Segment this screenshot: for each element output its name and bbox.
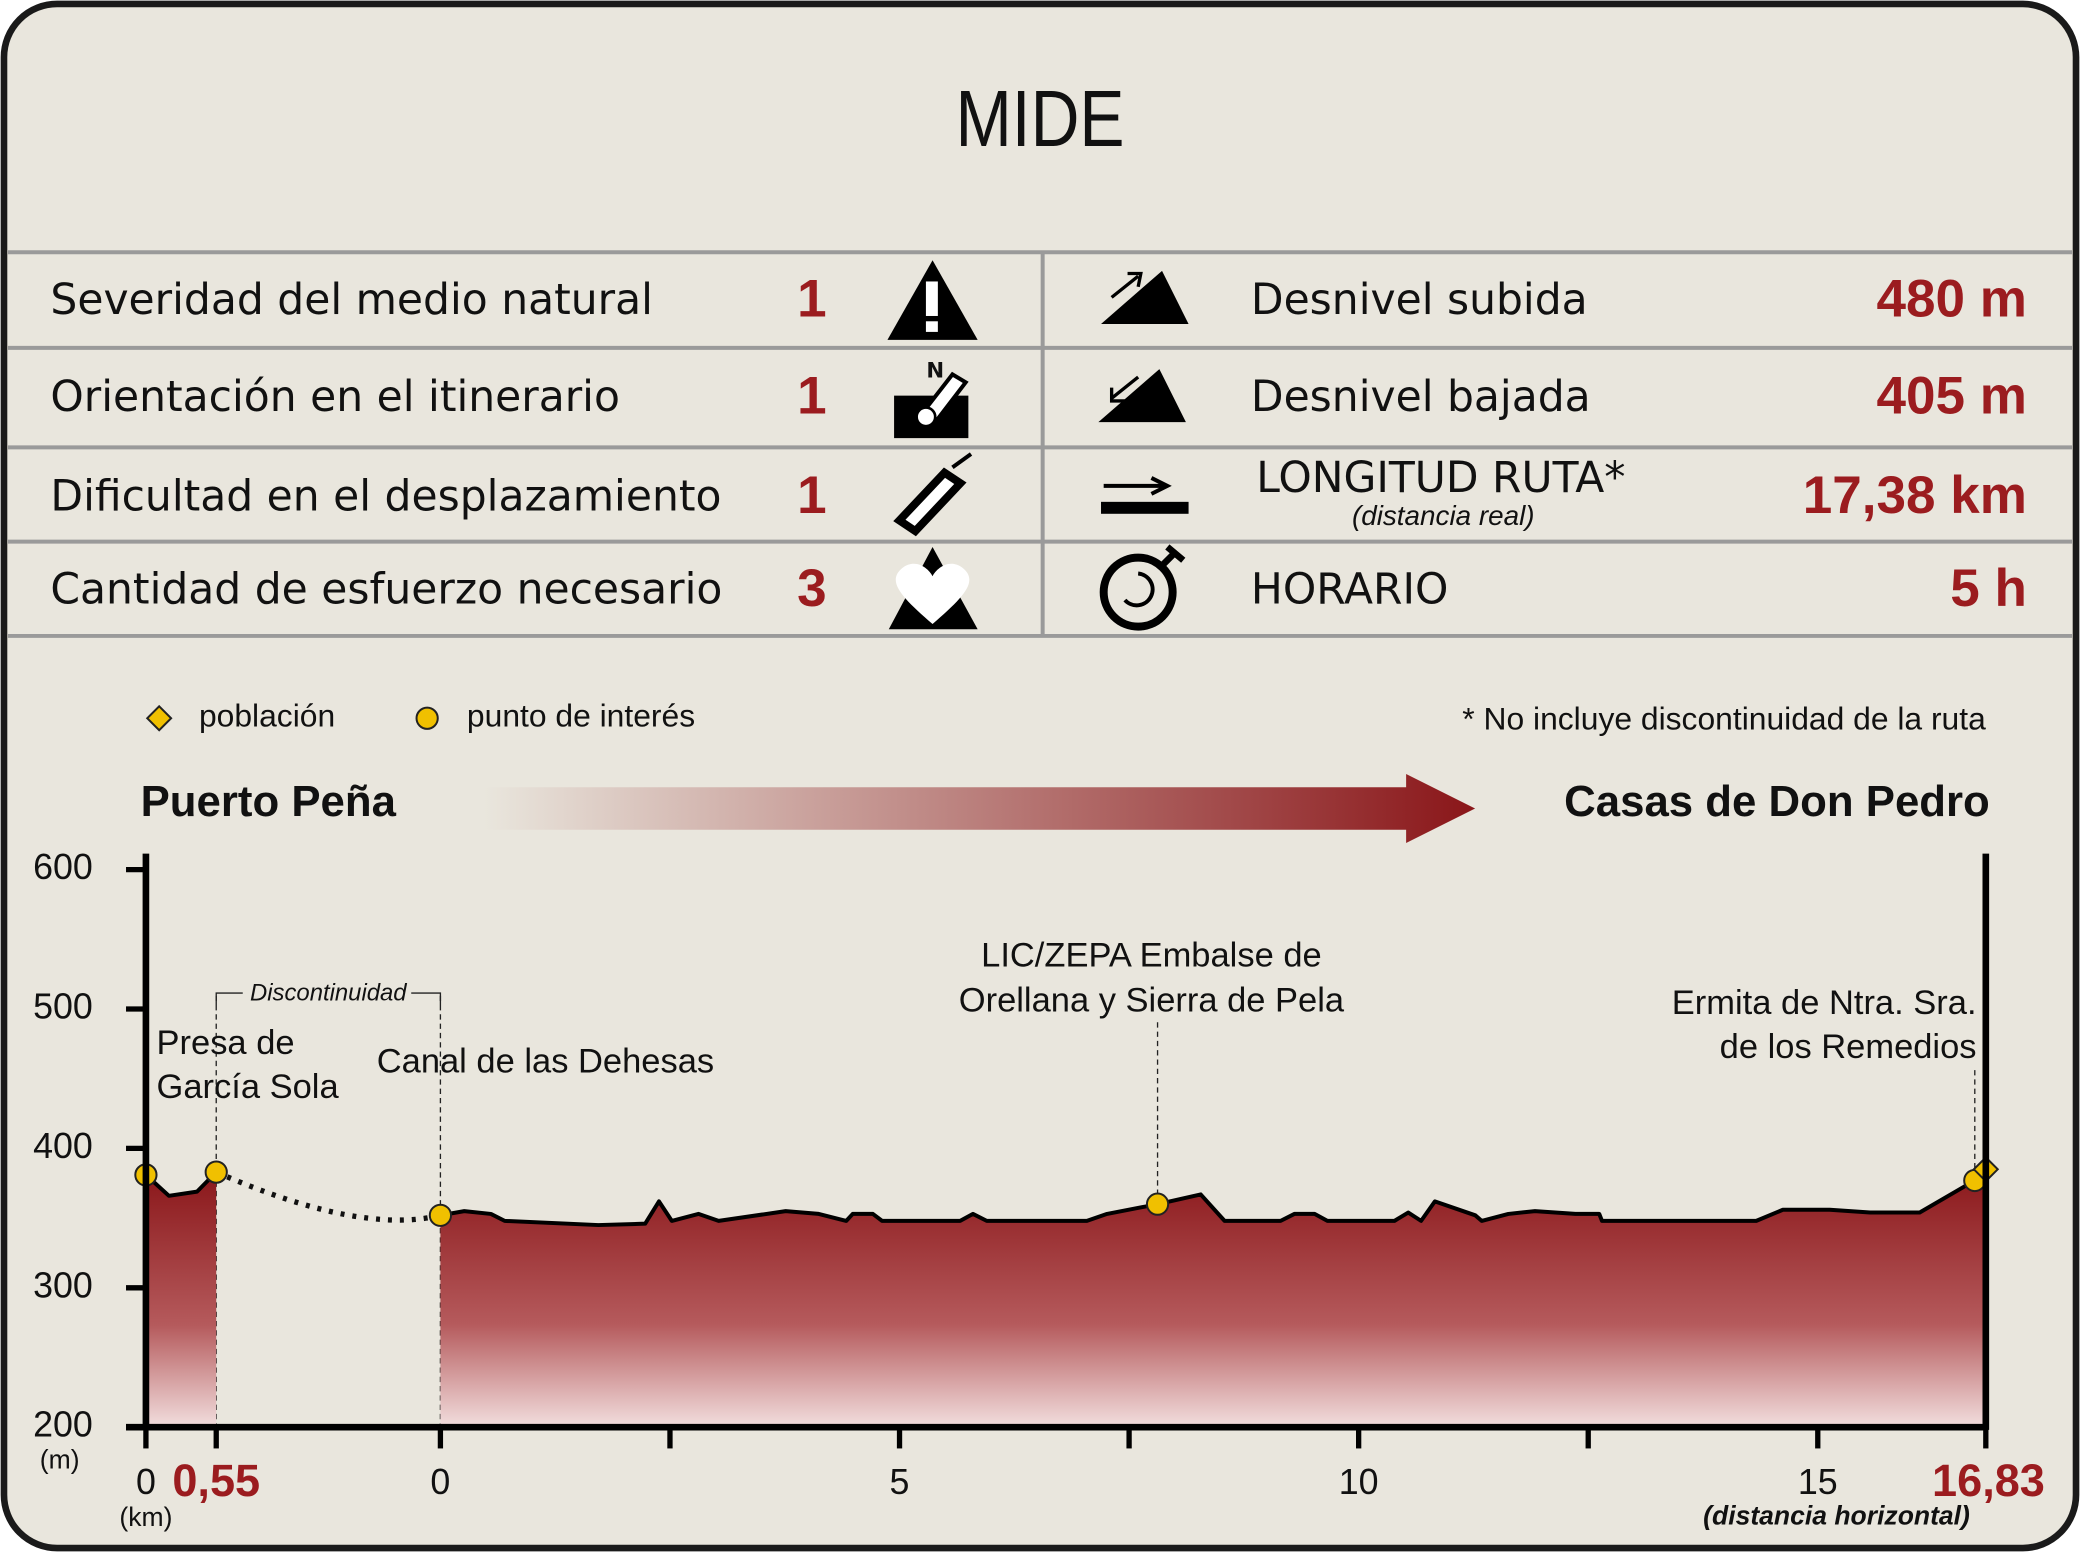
direction-arrow bbox=[484, 774, 1476, 844]
elevation-chart: Puerto Peña Casas de Don Pedro * No incl… bbox=[33, 698, 2045, 1532]
y-tick-label: 500 bbox=[33, 986, 93, 1026]
x-tick-label: 15 bbox=[1798, 1462, 1838, 1502]
legend-marker bbox=[415, 706, 439, 730]
legend-label: población bbox=[199, 698, 335, 734]
end-label: Casas de Don Pedro bbox=[1564, 777, 1990, 826]
point-label: Presa de bbox=[157, 1024, 295, 1062]
table: Severidad del medio natural 1 Orientación … bbox=[50, 270, 2027, 618]
point-marker bbox=[204, 1160, 228, 1184]
x-tick-label: 0 bbox=[430, 1462, 450, 1502]
elevation-line bbox=[144, 1170, 218, 1198]
route-label: Desnivel bajada bbox=[1251, 373, 1591, 422]
point-label: Orellana y Sierra de Pela bbox=[959, 981, 1345, 1019]
x-unit: (km) bbox=[119, 1502, 172, 1532]
point-label: LIC/ZEPA Embalse de bbox=[981, 936, 1322, 974]
route-label: Desnivel subida bbox=[1251, 276, 1588, 325]
y-tick-label: 600 bbox=[33, 847, 93, 887]
criterion-value: 1 bbox=[797, 367, 827, 426]
point-label: Canal de las Dehesas bbox=[377, 1043, 714, 1081]
route-label: LONGITUD RUTA* bbox=[1256, 454, 1625, 503]
criterion-label: Orientación en el itinerario bbox=[50, 373, 620, 422]
x-tick-label: 16,83 bbox=[1932, 1455, 2045, 1506]
icons: N bbox=[887, 260, 1189, 631]
x-tick-label: 0 bbox=[136, 1462, 156, 1502]
criterion-value: 1 bbox=[797, 270, 827, 329]
x-note: (distancia horizontal) bbox=[1703, 1500, 1970, 1530]
route-label: HORARIO bbox=[1251, 566, 1449, 615]
legend-marker bbox=[145, 704, 173, 732]
criterion-label: Dificultad en el desplazamiento bbox=[50, 473, 721, 522]
note: * No incluye discontinuidad de la ruta bbox=[1462, 700, 1986, 736]
route-value: 5 h bbox=[1950, 559, 2027, 618]
criterion-value: 1 bbox=[797, 466, 827, 525]
start-label: Puerto Peña bbox=[141, 777, 397, 826]
criterion-label: Cantidad de esfuerzo necesario bbox=[50, 566, 722, 615]
route-value: 17,38 km bbox=[1803, 466, 2027, 525]
point-marker bbox=[1145, 1192, 1170, 1216]
elevation-line bbox=[440, 1167, 1988, 1228]
legend-label: punto de interés bbox=[467, 698, 695, 734]
x-tick-label: 0,55 bbox=[172, 1455, 260, 1506]
point-label: García Sola bbox=[157, 1068, 340, 1106]
y-tick-label: 400 bbox=[33, 1126, 93, 1166]
discontinuity-label: Discontinuidad bbox=[250, 980, 407, 1007]
criterion-label: Severidad del medio natural bbox=[50, 276, 653, 325]
route-value: 480 m bbox=[1876, 270, 2026, 329]
x-tick-label: 5 bbox=[890, 1462, 910, 1502]
y-unit: (m) bbox=[40, 1445, 80, 1475]
title: MIDE bbox=[955, 74, 1124, 163]
y-tick-label: 300 bbox=[33, 1265, 93, 1305]
route-value: 405 m bbox=[1876, 367, 2026, 426]
elevation-area bbox=[145, 1172, 217, 1428]
discontinuity-line bbox=[215, 1169, 442, 1223]
y-tick-label: 200 bbox=[33, 1405, 93, 1445]
discontinuity-bracket bbox=[215, 992, 442, 1006]
point-marker bbox=[428, 1203, 453, 1227]
route-note: (distancia real) bbox=[1352, 500, 1535, 531]
table-grid bbox=[7, 250, 2073, 638]
svg-text:N: N bbox=[926, 359, 944, 384]
criterion-value: 3 bbox=[797, 559, 827, 618]
point-label: de los Remedios bbox=[1720, 1028, 1977, 1066]
elevation-area bbox=[440, 1169, 1986, 1428]
point-label: Ermita de Ntra. Sra. bbox=[1672, 984, 1977, 1022]
x-tick-label: 10 bbox=[1339, 1462, 1379, 1502]
